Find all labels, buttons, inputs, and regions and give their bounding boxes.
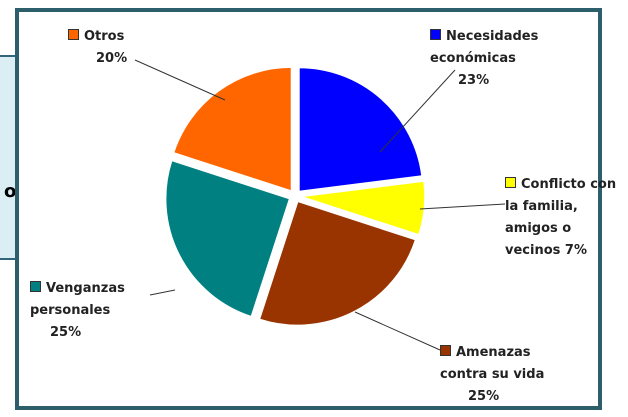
- slice-name: Necesidades económicas: [430, 29, 539, 66]
- leader-line: [134, 59, 226, 101]
- value-label: 7%: [564, 243, 587, 258]
- pie-slice: [164, 159, 291, 318]
- value-label: 25%: [50, 325, 82, 340]
- legend-swatch: [505, 177, 516, 188]
- leader-line: [419, 203, 506, 210]
- pie-slice: [298, 66, 423, 193]
- slice-name: Otros: [84, 29, 125, 44]
- legend-swatch: [430, 29, 441, 40]
- pie-slice: [300, 180, 426, 236]
- slice-name: Venganzas personales: [30, 281, 125, 318]
- legend-swatch: [68, 29, 79, 40]
- leader-line: [379, 69, 456, 153]
- slice-label: Otros 20%: [68, 26, 148, 70]
- slice-label: Venganzas personales 25%: [30, 278, 150, 344]
- legend-swatch: [30, 281, 41, 292]
- slice-label: Necesidades económicas 23%: [430, 26, 570, 92]
- leader-line: [354, 311, 441, 351]
- pie-slice: [172, 66, 293, 193]
- value-label: 23%: [458, 73, 490, 88]
- slice-label: Amenazas contra su vida 25%: [440, 342, 580, 408]
- leader-line: [149, 289, 176, 296]
- side-text: o: [4, 181, 17, 202]
- slice-name: Amenazas contra su vida: [440, 345, 545, 382]
- value-label: 20%: [96, 51, 128, 66]
- pie-slice: [258, 200, 417, 327]
- slice-name: Conflicto con la familia, amigos o vecin…: [505, 177, 617, 258]
- value-label: 25%: [468, 389, 500, 404]
- legend-swatch: [440, 345, 451, 356]
- slice-label: Conflicto con la familia, amigos o vecin…: [505, 174, 628, 262]
